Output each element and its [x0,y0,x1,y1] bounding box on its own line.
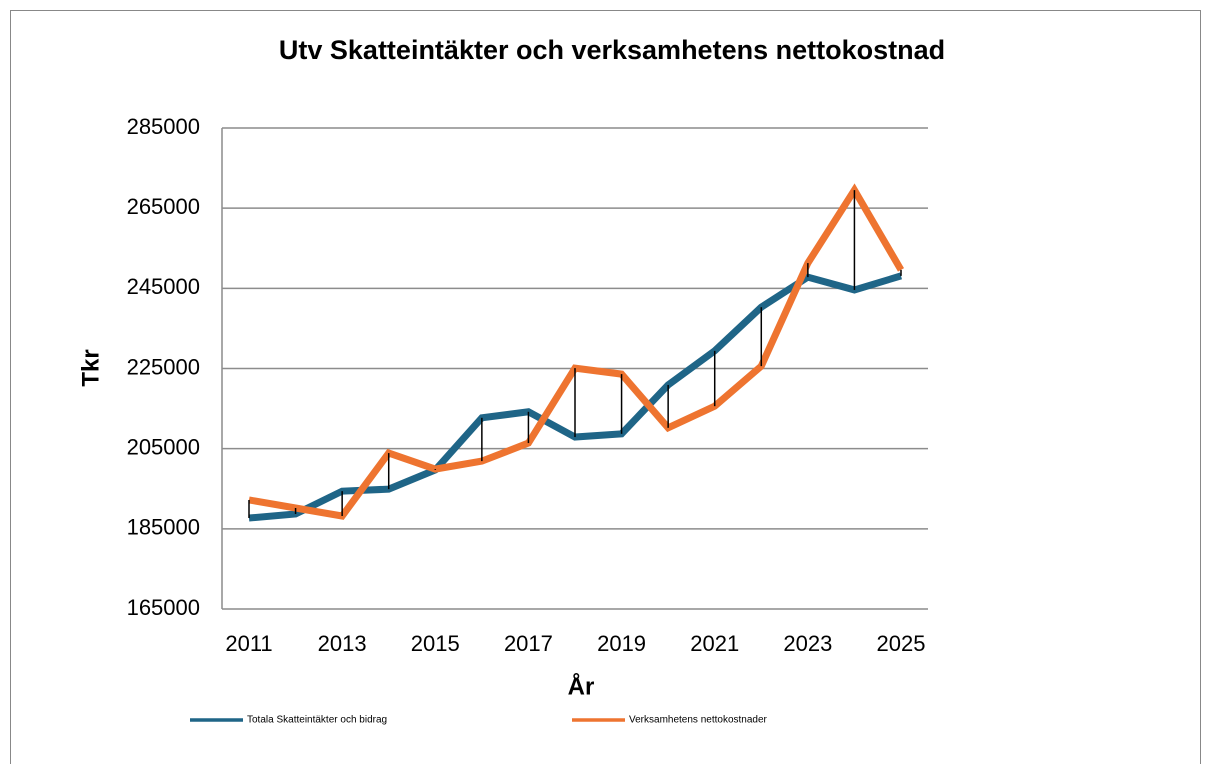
x-tick-label: 2025 [877,631,926,656]
y-axis-label: Tkr [77,349,104,386]
legend-label: Verksamhetens nettokostnader [629,715,768,726]
chart-frame [10,10,1201,764]
x-tick-label: 2013 [318,631,367,656]
y-tick-label: 185000 [127,515,200,540]
x-tick-label: 2011 [225,631,272,656]
x-tick-label: 2019 [597,631,646,656]
y-tick-label: 205000 [127,434,200,459]
y-tick-label: 285000 [127,114,200,139]
y-tick-label: 245000 [127,274,200,299]
x-tick-label: 2017 [504,631,553,656]
x-axis-label: År [568,672,595,700]
x-tick-label: 2023 [783,631,832,656]
chart-title: Utv Skatteintäkter och verksamhetens net… [279,35,945,65]
legend-label: Totala Skatteintäkter och bidrag [247,715,387,726]
y-tick-label: 265000 [127,194,200,219]
series-line [248,183,905,520]
x-tick-label: 2021 [690,631,739,656]
y-tick-label: 165000 [127,595,200,620]
x-tick-label: 2015 [411,631,460,656]
y-tick-label: 225000 [127,354,200,379]
